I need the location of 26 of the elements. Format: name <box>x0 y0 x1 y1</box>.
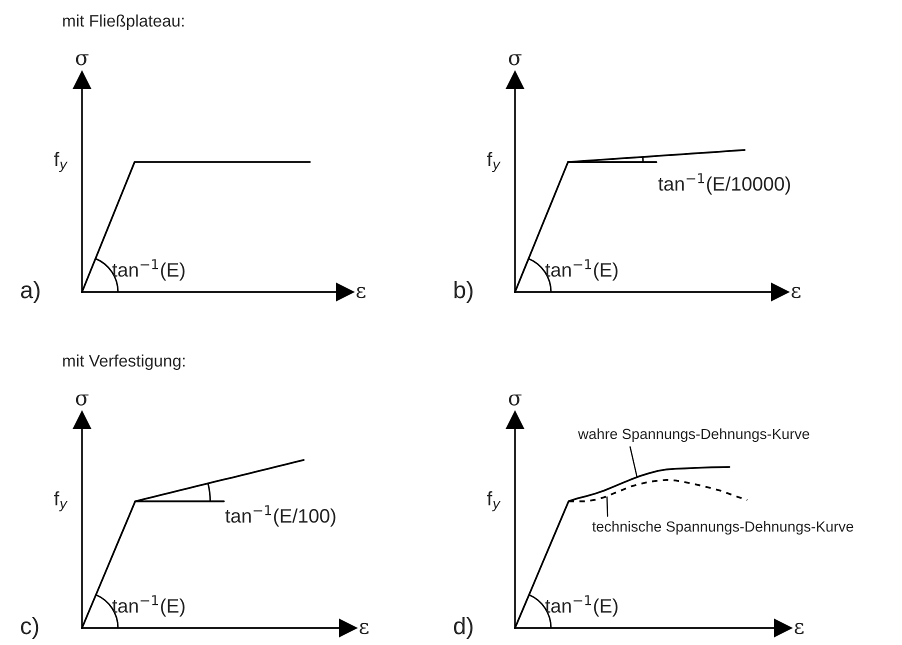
chart-title: mit Fließplateau: <box>63 14 184 30</box>
x-axis-title: ε <box>792 286 800 298</box>
annotation: tan$^{−1}$(E/100) <box>225 505 336 527</box>
x-axis-title: ε <box>356 286 366 298</box>
y-axis-title: σ <box>76 394 88 406</box>
y-axis-title: σ <box>76 54 88 66</box>
text: d) <box>454 616 473 639</box>
text: c) <box>21 616 38 639</box>
annotation: tan$^{−1}$(E) <box>545 595 618 617</box>
text: wahre Spannungs-Dehnungs-Kurve <box>578 428 810 442</box>
text: f$_{y}$ <box>54 152 68 172</box>
annotation: technische Spannungs-Dehnungs-Kurve <box>592 521 854 535</box>
annotation: tan$^{−1}$(E) <box>112 259 185 281</box>
x-axis-title: ε <box>794 622 804 634</box>
annotation: tan$^{−1}$(E) <box>112 595 185 617</box>
annotation: tan$^{−1}$(E) <box>545 259 618 281</box>
y-axis-title: σ <box>508 54 522 66</box>
x-axis-title: ε <box>360 622 368 634</box>
text: f$_{y}$ <box>487 491 501 512</box>
chart-title: mit Verfestigung: <box>63 354 185 370</box>
y-axis-title: σ <box>508 394 522 406</box>
text: a) <box>21 280 40 303</box>
text: f$_{y}$ <box>487 152 501 172</box>
text: f$_{y}$ <box>54 491 68 512</box>
annotation: tan$^{−1}$(E/10000) <box>658 173 790 195</box>
text: b) <box>454 280 473 303</box>
